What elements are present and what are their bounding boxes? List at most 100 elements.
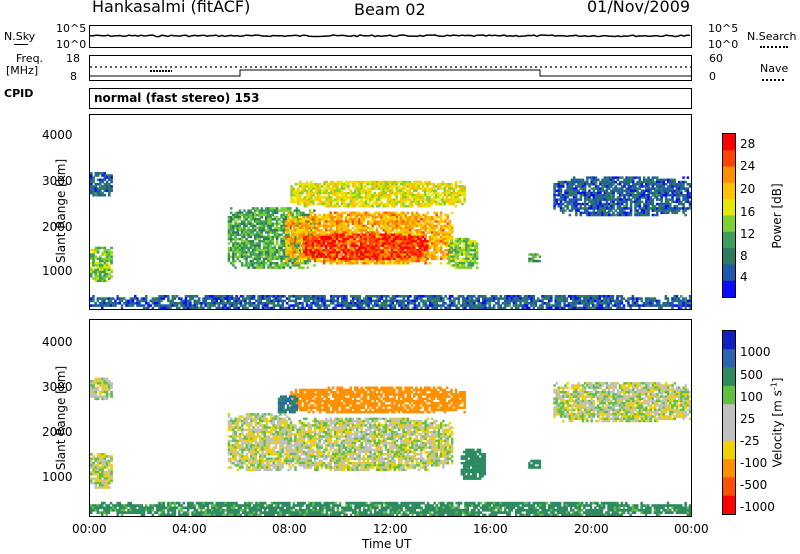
beam-title: Beam 02: [354, 0, 426, 19]
velocity-cb-tick: -25: [740, 434, 760, 448]
velocity-region-4: [285, 417, 454, 472]
xtick: 00:00: [674, 522, 709, 536]
colorbar-swatch: [723, 182, 735, 200]
colorbar-swatch: [723, 440, 735, 460]
power-ytick: 3000: [42, 174, 73, 188]
xtick: 20:00: [574, 522, 609, 536]
velocity-region-7: [460, 448, 486, 480]
colorbar-swatch: [723, 264, 735, 282]
power-region-9: [553, 176, 691, 217]
freq-trace: [90, 66, 691, 77]
power-region-8: [528, 253, 542, 263]
velocity-ytick: 2000: [42, 425, 73, 439]
power-cb-tick: 16: [740, 205, 756, 219]
velocity-panel: [89, 319, 692, 517]
power-region-0: [90, 295, 691, 309]
power-region-7: [448, 237, 479, 269]
velocity-ytick: 4000: [42, 335, 73, 349]
power-ytick: 4000: [42, 128, 73, 142]
velocity-cb-tick: 100: [740, 390, 763, 404]
velocity-region-3: [227, 413, 291, 472]
colorbar-swatch: [723, 404, 735, 423]
freq-unit-label: [MHz]: [6, 64, 39, 77]
power-panel: [89, 114, 692, 310]
velocity-ytick: 1000: [42, 470, 73, 484]
colorbar-swatch: [723, 422, 735, 442]
xlabel: Time UT: [362, 537, 412, 551]
velocity-region-8: [528, 459, 542, 469]
nsearch-legend-line: [760, 46, 788, 48]
colorbar-swatch: [723, 349, 735, 369]
velocity-region-9: [553, 382, 691, 423]
nave-legend-line: [762, 79, 784, 81]
xtick: 04:00: [172, 522, 207, 536]
velocity-cb-tick: -1000: [740, 500, 775, 514]
velocity-cb-tick: 1000: [740, 345, 771, 359]
nsky-legend-line: [14, 44, 28, 45]
colorbar-swatch: [723, 367, 735, 387]
cpid-panel: normal (fast stereo) 153: [89, 88, 692, 109]
freq-panel: [89, 55, 692, 81]
colorbar-swatch: [723, 331, 735, 350]
power-ytick: 2000: [42, 220, 73, 234]
nsky-panel: [89, 25, 692, 48]
power-cb-tick: 12: [740, 227, 756, 241]
freq-tick-top: 18: [66, 52, 80, 65]
power-region-2: [90, 246, 113, 283]
cpid-label: CPID: [4, 87, 34, 100]
xtick: 00:00: [72, 522, 107, 536]
colorbar-swatch: [723, 495, 735, 514]
velocity-colorbar-title: Velocity [m s-1]: [769, 377, 785, 468]
power-ytick: 1000: [42, 264, 73, 278]
colorbar-swatch: [723, 477, 735, 497]
power-colorbar-title: Power [dB]: [770, 183, 784, 249]
velocity-colorbar: [722, 330, 736, 515]
power-cb-tick: 24: [740, 159, 756, 173]
xtick: 12:00: [373, 522, 408, 536]
colorbar-swatch: [723, 166, 735, 184]
velocity-cb-tick: -500: [740, 478, 768, 492]
velocity-region-1: [90, 453, 113, 489]
station-title: Hankasalmi (fitACF): [92, 0, 251, 16]
colorbar-swatch: [723, 248, 735, 265]
nsky-trace: [90, 34, 690, 38]
cpid-text: normal (fast stereo) 153: [94, 91, 260, 105]
velocity-region-2: [90, 377, 113, 401]
velocity-region-6: [277, 395, 299, 414]
xtick: 08:00: [272, 522, 307, 536]
nsky-label: N.Sky: [4, 30, 36, 43]
colorbar-swatch: [723, 385, 735, 405]
power-heatmap: [90, 172, 691, 309]
power-cb-tick: 20: [740, 182, 756, 196]
power-colorbar: [722, 133, 736, 298]
colorbar-swatch: [723, 199, 735, 216]
velocity-ytick: 3000: [42, 380, 73, 394]
power-cb-tick: 4: [740, 270, 748, 284]
nsky-tick-top: 10^5: [56, 22, 87, 35]
colorbar-swatch: [723, 459, 735, 478]
velocity-cb-tick: 25: [740, 412, 756, 426]
freq-tick-bottom: 8: [70, 70, 77, 83]
velocity-heatmap: [90, 377, 691, 516]
velocity-cb-tick: -100: [740, 456, 768, 470]
colorbar-swatch: [723, 150, 735, 168]
nave-label: Nave: [760, 62, 789, 75]
nave-tick-top: 60: [709, 52, 723, 65]
freq-label: Freq.: [16, 52, 44, 65]
power-region-1: [90, 172, 113, 197]
xtick: 16:00: [473, 522, 508, 536]
power-ylabel: Slant Range [km]: [54, 158, 68, 264]
velocity-region-0: [90, 501, 691, 516]
nave-tick-bottom: 0: [709, 70, 716, 83]
power-region-6: [290, 180, 466, 208]
velocity-ylabel: Slant Range [km]: [54, 365, 68, 471]
velocity-region-5: [290, 386, 466, 414]
nsearch-tick-bottom: 10^0: [708, 38, 739, 51]
colorbar-swatch: [723, 231, 735, 249]
colorbar-swatch: [723, 280, 735, 297]
colorbar-swatch: [723, 134, 735, 151]
nsky-tick-bottom: 10^0: [56, 38, 87, 51]
power-cb-tick: 28: [740, 137, 756, 151]
power-region-5: [302, 233, 429, 261]
